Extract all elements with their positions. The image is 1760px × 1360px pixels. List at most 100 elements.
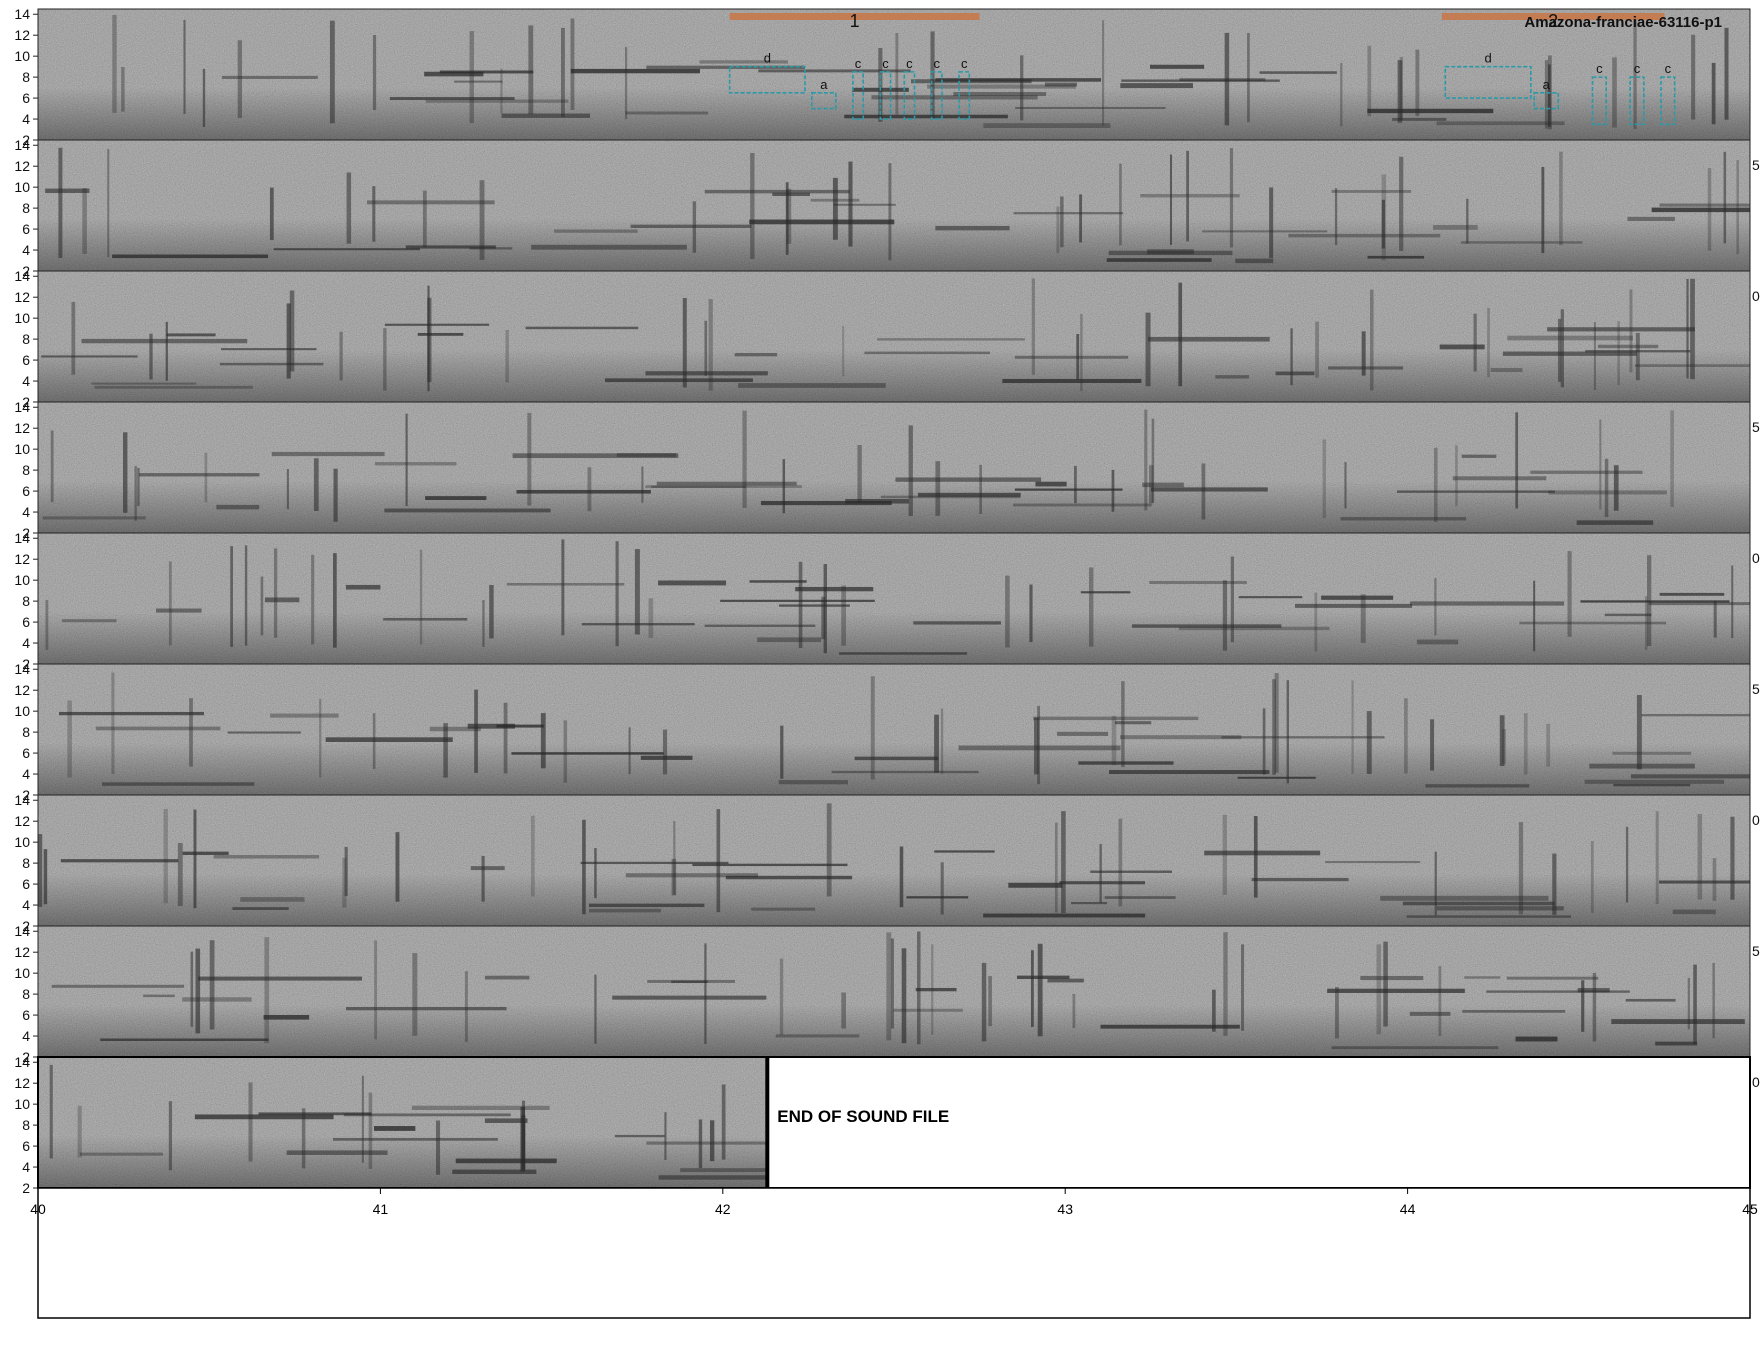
onset-column xyxy=(1367,711,1372,774)
harmonic-streak xyxy=(953,92,1046,96)
harmonic-streak xyxy=(1491,368,1523,372)
onset-column xyxy=(1708,168,1711,251)
syllable-label: d xyxy=(1484,51,1491,66)
harmonic-streak xyxy=(1132,624,1281,627)
onset-column xyxy=(1500,715,1505,766)
harmonic-streak xyxy=(1081,591,1131,593)
onset-column xyxy=(1223,932,1227,1036)
onset-column xyxy=(107,149,109,257)
onset-column xyxy=(500,69,502,114)
harmonic-streak xyxy=(82,339,248,343)
y-tick-label: 12 xyxy=(14,682,30,698)
harmonic-streak xyxy=(1433,225,1478,230)
harmonic-streak xyxy=(1649,602,1750,605)
onset-column xyxy=(710,1120,714,1161)
harmonic-streak xyxy=(581,862,729,864)
harmonic-streak xyxy=(1627,217,1674,221)
onset-column xyxy=(1032,278,1035,374)
harmonic-streak xyxy=(430,727,481,731)
onset-column xyxy=(1335,987,1339,1038)
onset-column xyxy=(824,564,827,653)
spectrogram-row: 2468101214 xyxy=(14,6,1750,148)
spectrogram-rows: 2468101214246810121452468101214024681012… xyxy=(14,6,1760,1196)
chart-title: Amazona-franciae-63116-p1 xyxy=(1524,14,1722,31)
harmonic-streak xyxy=(705,190,850,193)
y-tick-label: 4 xyxy=(22,242,30,258)
onset-column xyxy=(339,332,342,381)
y-tick-label: 6 xyxy=(22,745,30,761)
onset-column xyxy=(1263,708,1266,774)
onset-column xyxy=(917,932,921,1045)
syllable-label: c xyxy=(1634,61,1641,76)
harmonic-streak xyxy=(326,737,453,742)
onset-column xyxy=(1352,680,1354,773)
onset-column xyxy=(51,431,54,503)
harmonic-streak xyxy=(1105,896,1176,899)
row-right-label: 0 xyxy=(1752,812,1760,828)
harmonic-streak xyxy=(1507,336,1633,341)
onset-column xyxy=(1605,459,1608,517)
harmonic-streak xyxy=(1519,622,1666,625)
onset-column xyxy=(1119,819,1123,907)
harmonic-streak xyxy=(735,353,777,356)
harmonic-streak xyxy=(983,123,1110,128)
harmonic-streak xyxy=(1321,596,1393,600)
y-tick-label: 8 xyxy=(22,986,30,1002)
syllable-label: c xyxy=(906,56,913,71)
harmonic-streak xyxy=(776,1034,860,1037)
onset-column xyxy=(841,585,846,645)
onset-column xyxy=(169,561,172,645)
onset-column xyxy=(1647,555,1651,646)
harmonic-streak xyxy=(1150,65,1204,69)
onset-column xyxy=(149,334,152,380)
y-tick-label: 2 xyxy=(22,1180,30,1196)
syllable-label: c xyxy=(1665,61,1672,76)
onset-column xyxy=(594,975,596,1044)
onset-column xyxy=(895,33,898,114)
harmonic-streak xyxy=(1239,596,1302,598)
y-tick-label: 12 xyxy=(14,27,30,43)
harmonic-streak xyxy=(761,501,892,505)
harmonic-streak xyxy=(220,363,324,365)
harmonic-streak xyxy=(1047,979,1083,983)
y-tick-label: 12 xyxy=(14,944,30,960)
onset-column xyxy=(663,730,667,775)
harmonic-streak xyxy=(1464,976,1500,978)
onset-column xyxy=(203,69,205,127)
onset-column xyxy=(1730,817,1734,900)
syllable-label: c xyxy=(882,56,889,71)
harmonic-streak xyxy=(625,112,708,115)
spectrogram-low-band xyxy=(38,219,1750,271)
y-tick-label: 8 xyxy=(22,462,30,478)
onset-column xyxy=(1636,333,1640,380)
onset-column xyxy=(1212,990,1216,1032)
onset-column xyxy=(1690,279,1695,379)
y-tick-label: 6 xyxy=(22,483,30,499)
harmonic-streak xyxy=(513,453,679,458)
onset-column xyxy=(369,1093,373,1169)
onset-column xyxy=(1614,465,1619,511)
onset-column xyxy=(374,940,377,1039)
harmonic-streak xyxy=(214,855,320,859)
harmonic-streak xyxy=(59,712,204,715)
harmonic-streak xyxy=(1090,871,1172,873)
onset-column xyxy=(406,414,408,506)
onset-column xyxy=(1688,978,1690,1029)
phrase-label: 1 xyxy=(850,11,860,31)
onset-column xyxy=(183,20,185,114)
onset-column xyxy=(941,862,944,914)
onset-column xyxy=(1434,578,1436,636)
onset-column xyxy=(112,15,116,113)
spectrogram-row: 24681012145 xyxy=(14,399,1760,541)
onset-column xyxy=(1731,565,1733,637)
harmonic-streak xyxy=(62,619,117,622)
harmonic-streak xyxy=(895,477,1041,481)
onset-column xyxy=(319,699,321,777)
onset-column xyxy=(1713,858,1717,901)
harmonic-streak xyxy=(1100,1025,1239,1029)
harmonic-streak xyxy=(1486,990,1630,992)
harmonic-streak xyxy=(232,907,288,910)
onset-column xyxy=(334,469,338,522)
y-tick-label: 6 xyxy=(22,876,30,892)
harmonic-streak xyxy=(1417,640,1458,645)
